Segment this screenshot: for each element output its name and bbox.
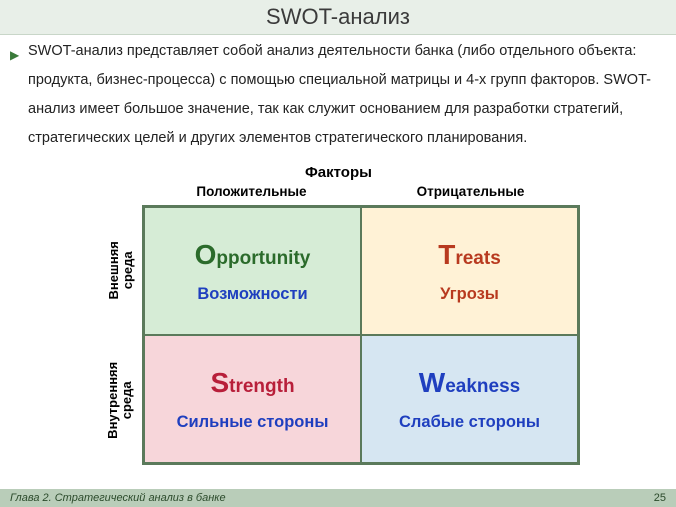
swot-cell: Strength Сильные стороны <box>144 335 361 463</box>
swot-cell: Weakness Слабые стороны <box>361 335 578 463</box>
row-label-internal: Внутренняясреда <box>100 335 142 465</box>
page-number: 25 <box>654 492 666 504</box>
bullet-icon: ▶ <box>10 43 19 67</box>
swot-cell-sub: Сильные стороны <box>177 413 329 432</box>
matrix-body: Внешняясреда Внутренняясреда Opportunity… <box>100 205 580 465</box>
description-text: SWOT-анализ представляет собой анализ де… <box>28 43 651 146</box>
swot-cell-sub: Возможности <box>197 285 307 304</box>
slide-title: SWOT-анализ <box>266 4 410 29</box>
swot-cell-sub: Угрозы <box>440 285 499 304</box>
swot-cell-main: Strength <box>210 367 294 399</box>
slide-title-bar: SWOT-анализ <box>0 0 676 35</box>
swot-cell-sub: Слабые стороны <box>399 413 540 432</box>
swot-cell: Opportunity Возможности <box>144 207 361 335</box>
swot-matrix: Положительные Отрицательные Внешняясреда… <box>100 182 580 465</box>
swot-cell: Treats Угрозы <box>361 207 578 335</box>
footer-chapter: Глава 2. Стратегический анализ в банке <box>10 492 226 504</box>
swot-cell-main: Weakness <box>419 367 520 399</box>
column-headers: Положительные Отрицательные <box>142 182 580 205</box>
swot-cell-main: Treats <box>438 239 501 271</box>
swot-cell-main: Opportunity <box>195 239 311 271</box>
footer-bar: Глава 2. Стратегический анализ в банке 2… <box>0 489 676 507</box>
factors-heading: Факторы <box>305 164 372 181</box>
swot-grid: Opportunity Возможности Treats Угрозы Streng… <box>142 205 580 465</box>
row-label-external: Внешняясреда <box>100 205 142 335</box>
col-header-negative: Отрицательные <box>361 182 580 205</box>
description-block: ▶ SWOT-анализ представляет собой анализ … <box>0 37 676 153</box>
col-header-positive: Положительные <box>142 182 361 205</box>
row-labels: Внешняясреда Внутренняясреда <box>100 205 142 465</box>
